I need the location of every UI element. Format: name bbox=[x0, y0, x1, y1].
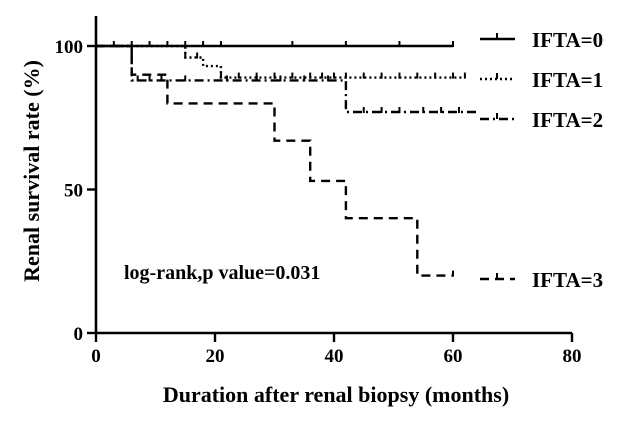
legend-item-ifta-3: IFTA=3 bbox=[480, 268, 603, 292]
series-line bbox=[96, 44, 465, 79]
y-tick-label: 100 bbox=[55, 37, 84, 58]
x-tick-label: 60 bbox=[444, 346, 463, 367]
legend-item-ifta-0: IFTA=0 bbox=[480, 28, 603, 52]
y-tick-label: 0 bbox=[74, 324, 84, 345]
legend-item-ifta-2: IFTA=2 bbox=[480, 108, 603, 132]
y-tick-label: 50 bbox=[64, 181, 83, 202]
legend: IFTA=0 IFTA=1 IFTA=2 IFTA=3 bbox=[480, 28, 603, 292]
series-ifta-0 bbox=[96, 41, 454, 48]
x-tick-label: 0 bbox=[91, 346, 101, 367]
series-ifta-1 bbox=[96, 44, 466, 79]
logrank-annotation: log-rank,p value=0.031 bbox=[124, 262, 320, 284]
y-axis-title: Renal survival rate (%) bbox=[19, 60, 44, 282]
series-layer bbox=[96, 41, 477, 277]
legend-item-ifta-1: IFTA=1 bbox=[480, 68, 603, 92]
x-tick-label: 20 bbox=[206, 346, 225, 367]
legend-label: IFTA=3 bbox=[532, 268, 603, 292]
series-ifta-2 bbox=[96, 44, 477, 114]
legend-label: IFTA=1 bbox=[532, 68, 603, 92]
ticks-layer: 0 20 40 60 80 0 50 100 bbox=[55, 37, 582, 367]
series-ifta-3 bbox=[96, 44, 454, 277]
x-tick-label: 40 bbox=[325, 346, 344, 367]
legend-label: IFTA=0 bbox=[532, 28, 603, 52]
series-line bbox=[96, 44, 477, 114]
x-tick-label: 80 bbox=[563, 346, 582, 367]
legend-label: IFTA=2 bbox=[532, 108, 603, 132]
series-line bbox=[96, 44, 453, 277]
x-axis-title: Duration after renal biopsy (months) bbox=[163, 382, 509, 407]
